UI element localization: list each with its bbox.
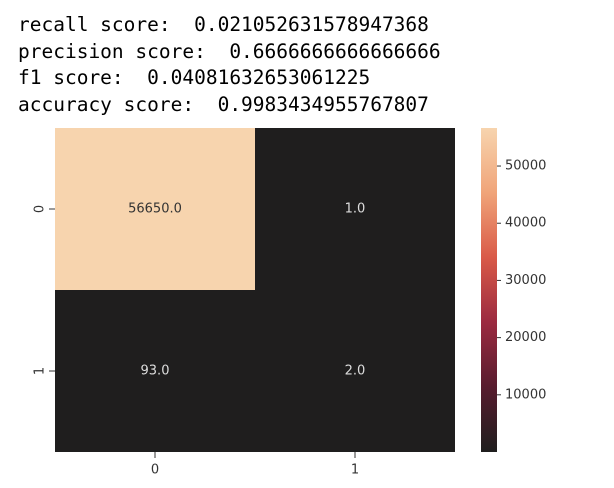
output-line: f1 score: 0.04081632653061225 (18, 66, 371, 89)
colorbar-tick-label: 10000 (505, 387, 546, 402)
x-tick-label: 1 (351, 463, 359, 478)
y-tick-label: 1 (33, 367, 48, 375)
heatmap-cell (255, 290, 455, 452)
cell-label: 2.0 (345, 364, 366, 379)
y-tick-label: 0 (33, 205, 48, 213)
output-line: precision score: 0.6666666666666666 (18, 39, 441, 63)
cell-label: 1.0 (345, 202, 366, 217)
colorbar-tick-label: 40000 (505, 216, 546, 231)
output-line: accuracy score: 0.9983434955767807 (18, 92, 429, 116)
heatmap-cell (55, 128, 255, 290)
heatmap-cell (55, 290, 255, 452)
heatmap-cell (255, 128, 455, 290)
output-line: recall score: 0.021052631578947368 (18, 13, 429, 36)
colorbar-tick-label: 30000 (505, 273, 546, 288)
colorbar-tick-label: 50000 (505, 159, 546, 174)
output-text: recall score: 0.021052631578947368 precis… (18, 12, 441, 118)
x-tick-label: 0 (151, 463, 159, 478)
colorbar-tick-label: 20000 (505, 330, 546, 345)
colorbar (481, 128, 497, 452)
cell-label: 93.0 (141, 364, 170, 379)
cell-label: 56650.0 (128, 202, 182, 217)
